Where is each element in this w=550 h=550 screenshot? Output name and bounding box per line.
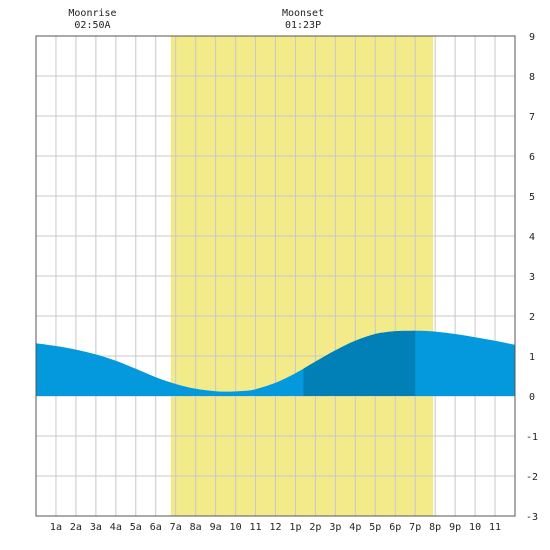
x-tick-label: 2a: [70, 522, 82, 533]
annotation-label: Moonrise: [68, 8, 116, 19]
y-tick-label: 6: [529, 152, 535, 163]
y-tick-label: -3: [526, 512, 538, 523]
x-tick-label: 5a: [130, 522, 142, 533]
x-tick-label: 8p: [429, 522, 441, 533]
annotation-label: Moonset: [282, 8, 324, 19]
y-tick-label: 7: [529, 112, 535, 123]
x-tick-label: 1a: [50, 522, 62, 533]
tide-area-layer: [36, 330, 515, 396]
x-tick-label: 9p: [449, 522, 461, 533]
x-tick-label: 11: [250, 522, 262, 533]
y-tick-label: 1: [529, 352, 535, 363]
y-tick-label: 9: [529, 32, 535, 43]
y-tick-label: 5: [529, 192, 535, 203]
y-tick-label: 4: [529, 232, 535, 243]
x-tick-label: 7p: [409, 522, 421, 533]
y-tick-label: 8: [529, 72, 535, 83]
plot-border-layer: [35, 35, 516, 517]
annotation-time: 01:23P: [285, 20, 321, 31]
x-tick-label: 4p: [349, 522, 361, 533]
y-tick-label: 0: [529, 392, 535, 403]
x-tick-label: 2p: [309, 522, 321, 533]
y-tick-labels: -3 -2 -1 0 1 2 3 4 5 6 7 8 9: [526, 32, 538, 523]
x-tick-label: 9a: [210, 522, 222, 533]
tide-area-highlight: [303, 330, 416, 396]
x-tick-label: 11: [489, 522, 501, 533]
x-tick-label: 8a: [190, 522, 202, 533]
y-tick-label: 2: [529, 312, 535, 323]
x-tick-label: 3p: [329, 522, 341, 533]
x-tick-label: 5p: [369, 522, 381, 533]
annotation-time: 02:50A: [74, 20, 110, 31]
x-tick-label: 6a: [150, 522, 162, 533]
plot-border: [35, 35, 516, 517]
x-tick-labels: 1a 2a 3a 4a 5a 6a 7a 8a 9a 10 11 12 1p 2p 3p 4p 5p 6p 7p 8p…: [50, 522, 501, 533]
x-tick-label: 6p: [389, 522, 401, 533]
x-tick-label: 10: [230, 522, 242, 533]
x-tick-label: 10: [469, 522, 481, 533]
x-tick-label: 1p: [289, 522, 301, 533]
x-tick-label: 3a: [90, 522, 102, 533]
x-tick-label: 4a: [110, 522, 122, 533]
y-tick-label: 3: [529, 272, 535, 283]
x-tick-label: 7a: [170, 522, 182, 533]
grid-layer: [36, 36, 515, 516]
y-tick-label: -2: [526, 472, 538, 483]
y-tick-label: -1: [526, 432, 538, 443]
x-tick-label: 12: [269, 522, 281, 533]
